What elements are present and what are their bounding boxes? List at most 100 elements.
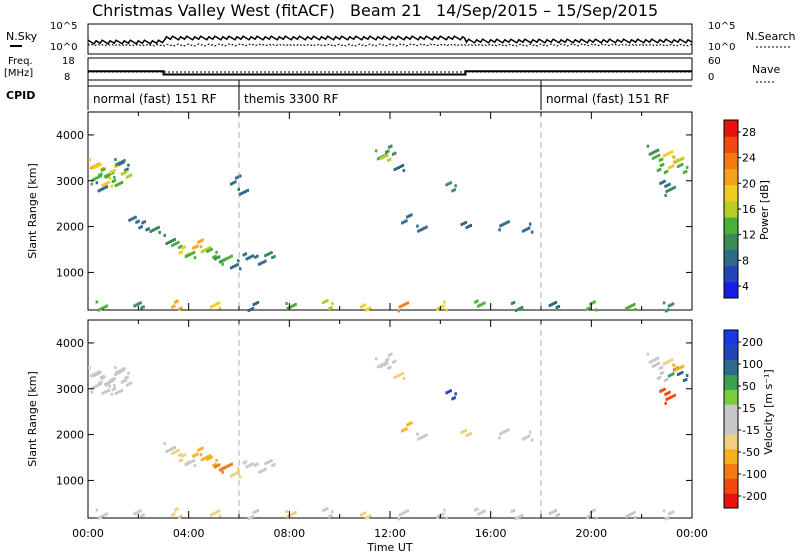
- data-point: [671, 302, 675, 306]
- data-point: [401, 429, 404, 433]
- data-point: [118, 390, 122, 393]
- data-point: [657, 153, 661, 157]
- data-point: [213, 511, 217, 515]
- data-point: [507, 220, 510, 224]
- data-point: [169, 240, 172, 243]
- data-point: [667, 374, 671, 378]
- data-point: [423, 226, 426, 230]
- data-point: [192, 459, 196, 463]
- data-point: [633, 303, 636, 306]
- data-point: [230, 462, 233, 466]
- data-point: [659, 164, 663, 167]
- data-point: [359, 513, 363, 517]
- data-point: [361, 512, 365, 516]
- data-point: [392, 360, 395, 364]
- data-point: [425, 225, 428, 229]
- velocity-ylabel: Slant Range [km]: [26, 371, 39, 467]
- data-point: [270, 251, 273, 255]
- data-point: [113, 383, 116, 387]
- data-point: [127, 382, 131, 386]
- data-point: [211, 304, 215, 308]
- freq-right-top: 60: [708, 56, 721, 67]
- data-point: [218, 514, 222, 518]
- data-point: [507, 428, 510, 432]
- data-point: [661, 388, 664, 392]
- data-point: [665, 378, 669, 381]
- data-point: [125, 383, 129, 387]
- colorbar-step: [724, 433, 738, 450]
- data-point: [679, 157, 683, 161]
- data-point: [658, 366, 662, 370]
- nsky-label: N.Sky: [6, 30, 38, 43]
- data-point: [651, 364, 655, 368]
- data-point: [405, 219, 408, 223]
- data-point: [651, 156, 655, 160]
- data-point: [116, 183, 120, 186]
- data-point: [254, 255, 257, 259]
- data-point: [680, 371, 684, 374]
- data-point: [476, 507, 479, 511]
- data-point: [260, 261, 263, 265]
- data-point: [95, 508, 99, 512]
- data-point: [501, 223, 504, 227]
- data-point: [384, 362, 387, 366]
- data-point: [554, 301, 558, 304]
- data-point: [247, 517, 251, 520]
- data-point: [111, 180, 115, 183]
- data-point: [660, 365, 664, 369]
- data-point: [467, 433, 470, 436]
- data-point: [180, 458, 184, 462]
- data-point: [111, 388, 115, 391]
- data-point: [658, 376, 662, 379]
- data-point: [171, 305, 174, 309]
- data-point: [108, 176, 112, 180]
- data-point: [390, 352, 393, 356]
- x-tick-label: 16:00: [475, 527, 507, 540]
- data-point: [673, 185, 676, 189]
- data-point: [324, 300, 327, 304]
- data-point: [385, 358, 388, 362]
- data-point: [292, 512, 295, 515]
- data-point: [224, 465, 227, 469]
- data-point: [262, 468, 265, 472]
- data-point: [671, 186, 674, 190]
- data-point: [124, 170, 128, 174]
- data-point: [667, 188, 670, 192]
- colorbar-tick-label: 100: [742, 358, 763, 371]
- data-point: [126, 375, 129, 379]
- data-point: [97, 164, 100, 167]
- data-point: [445, 308, 448, 312]
- data-point: [105, 512, 109, 516]
- data-point: [286, 307, 289, 310]
- data-point: [221, 470, 224, 474]
- colorbar-tick-label: -15: [742, 424, 760, 437]
- freq-left-top: 18: [62, 56, 75, 67]
- data-point: [499, 432, 502, 436]
- data-point: [100, 172, 103, 176]
- data-point: [95, 181, 99, 185]
- data-point: [273, 463, 276, 467]
- data-point: [474, 508, 477, 512]
- data-point: [658, 168, 662, 171]
- data-point: [192, 246, 195, 250]
- data-point: [127, 174, 131, 178]
- data-point: [239, 267, 242, 271]
- data-point: [586, 307, 589, 311]
- data-point: [206, 457, 209, 461]
- data-point: [416, 432, 419, 436]
- y-tick-label: 4000: [56, 129, 84, 142]
- data-point: [186, 462, 190, 466]
- cpid-row: normal (fast) 151 RF themis 3300 RF normal…: [87, 80, 692, 110]
- data-point: [99, 515, 103, 519]
- data-point: [682, 171, 686, 174]
- data-point: [194, 245, 197, 249]
- data-point: [405, 427, 408, 431]
- data-point: [88, 158, 91, 162]
- data-point: [443, 508, 446, 512]
- data-point: [222, 258, 225, 262]
- data-point: [106, 381, 109, 385]
- data-point: [109, 171, 112, 174]
- freq-label-line2: [MHz]: [4, 68, 33, 79]
- data-point: [464, 429, 467, 432]
